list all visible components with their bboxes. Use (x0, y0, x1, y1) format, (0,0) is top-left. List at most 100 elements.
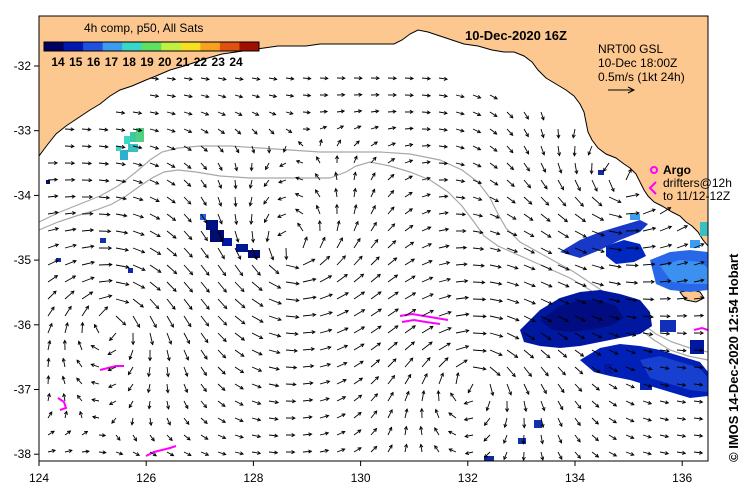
current-vector-head (189, 271, 194, 276)
current-vector-head (600, 265, 605, 270)
current-vector (234, 298, 246, 309)
current-vector-head (89, 211, 94, 216)
current-vector-head (560, 186, 564, 191)
current-vector-head (509, 131, 514, 137)
drifters-line1: drifters@12h (663, 176, 732, 190)
current-vector-head (596, 369, 601, 374)
current-vector (234, 332, 245, 341)
current-vector (421, 341, 433, 351)
current-vector-head (274, 450, 279, 455)
current-vector-head (46, 392, 51, 398)
current-vector-head (256, 417, 262, 422)
colorbar-swatch (219, 42, 240, 51)
current-vector (421, 293, 434, 300)
current-vector-head (306, 127, 311, 132)
current-vector-head (483, 437, 488, 442)
current-vector-head (51, 448, 57, 453)
current-vector (302, 433, 312, 436)
current-vector (625, 349, 636, 354)
current-vector (251, 264, 261, 276)
current-vector-head (358, 92, 363, 97)
current-vector (98, 196, 110, 199)
current-vector-head (373, 141, 378, 146)
current-vector-head (284, 256, 289, 261)
current-vector (353, 429, 362, 436)
current-vector (370, 205, 376, 215)
current-vector (404, 258, 415, 266)
current-vector (387, 240, 396, 249)
current-vector (506, 281, 519, 286)
colorbar-title: 4h comp, p50, All Sats (84, 21, 203, 35)
current-vector-head (135, 452, 141, 456)
current-vector (47, 290, 57, 300)
current-vector (149, 417, 152, 426)
current-vector-head (558, 422, 563, 428)
colorbar-label: 17 (105, 55, 119, 69)
current-vector (557, 366, 566, 376)
current-vector (506, 213, 517, 220)
current-vector-head (463, 400, 468, 405)
current-vector (277, 213, 287, 218)
current-vector (523, 111, 529, 120)
current-vector (217, 298, 228, 309)
current-vector-head (272, 111, 277, 116)
current-vector (62, 358, 66, 368)
current-vector-head (408, 208, 413, 213)
current-vector (131, 417, 134, 425)
current-vector-head (54, 210, 59, 215)
current-vector-head (595, 386, 600, 391)
current-vector-head (390, 158, 396, 162)
current-vector (353, 204, 357, 215)
current-vector-head (248, 184, 253, 189)
current-vector (149, 94, 159, 97)
current-vector (676, 400, 686, 403)
current-vector (438, 357, 449, 368)
current-vector-head (562, 202, 567, 207)
current-vector-head (630, 418, 635, 423)
current-vector (387, 190, 394, 198)
current-vector-head (375, 256, 380, 261)
current-vector-head (447, 294, 452, 299)
current-vector (608, 451, 617, 457)
current-vector (166, 230, 177, 239)
current-vector (608, 298, 620, 302)
current-vector-head (235, 238, 240, 243)
current-vector (676, 349, 686, 352)
current-vector-head (50, 306, 55, 311)
current-vector-head (589, 170, 594, 175)
current-vector-head (297, 141, 302, 146)
current-vector-head (667, 261, 673, 266)
current-vector (557, 247, 570, 254)
current-vector-head (394, 308, 399, 313)
current-vector (217, 349, 226, 359)
current-vector-head (455, 371, 460, 377)
current-vector (319, 329, 332, 334)
current-vector (47, 306, 55, 317)
current-vector-head (202, 201, 207, 206)
current-vector-head (447, 327, 452, 331)
current-vector-head (104, 306, 109, 311)
current-vector-head (577, 187, 581, 192)
current-vector-head (67, 430, 72, 435)
current-vector-head (48, 322, 53, 327)
current-vector-head (62, 339, 67, 344)
current-vector (438, 228, 449, 232)
current-vector-head (372, 204, 376, 210)
current-vector (200, 77, 210, 80)
current-vector-head (360, 343, 365, 348)
current-vector (489, 298, 503, 302)
current-vector-head (265, 166, 269, 171)
current-vector (523, 366, 532, 377)
current-vector-head (297, 222, 302, 227)
current-vector (404, 208, 413, 215)
current-vector-head (477, 180, 482, 185)
current-vector-head (548, 250, 553, 254)
current-vector-head (483, 454, 488, 459)
current-vector (523, 145, 529, 155)
current-vector (251, 400, 261, 405)
current-vector (183, 77, 193, 80)
current-vector-head (76, 359, 81, 364)
current-vector-head (79, 410, 83, 416)
current-vector-head (259, 319, 264, 323)
current-vector-head (448, 412, 453, 417)
